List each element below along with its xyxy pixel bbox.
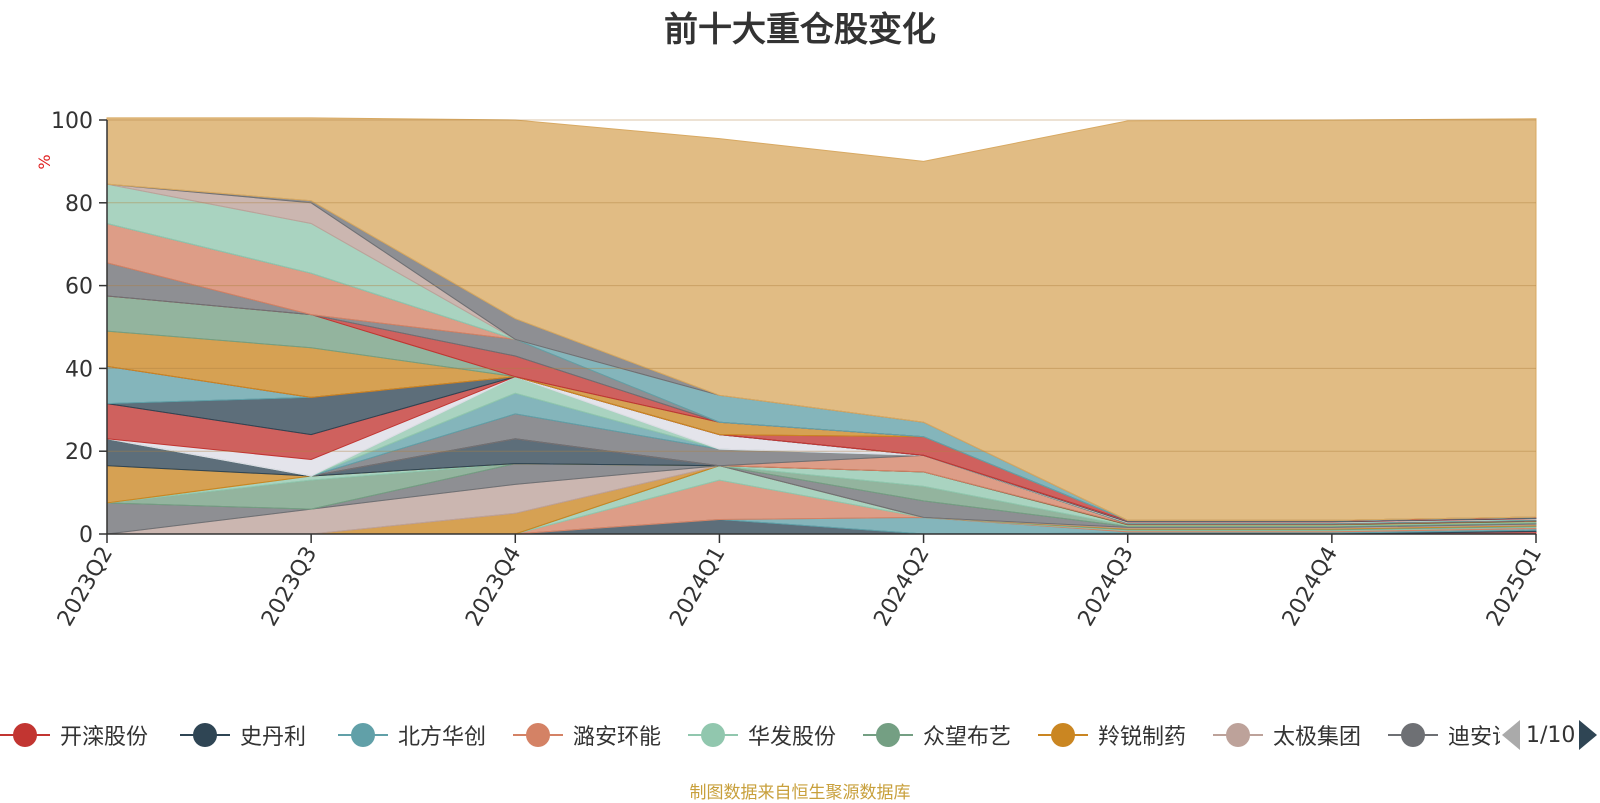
y-axis-label: %: [35, 154, 54, 169]
legend-label: 太极集团: [1273, 725, 1362, 750]
legend-marker-icon: [0, 722, 50, 748]
legend-item-5[interactable]: 众望布艺: [863, 718, 1011, 752]
x-tick-label-5: 2024Q3: [1074, 543, 1139, 631]
legend-page-indicator: 1/10: [1526, 722, 1576, 748]
legend: 开滦股份 史丹利 北方华创 潞安环能 华发股份 众望布艺 羚锐制药 太极集团 迪安诊断: [0, 718, 1600, 752]
source-note: 制图数据来自恒生聚源数据库: [689, 783, 911, 803]
x-tick-label-6: 2024Q4: [1278, 543, 1343, 631]
legend-item-2[interactable]: 北方华创: [338, 718, 486, 752]
legend-pager: 1/10: [1500, 717, 1600, 753]
x-tick-label-1: 2023Q3: [257, 543, 322, 631]
y-tick-label-3: 60: [65, 275, 93, 300]
legend-item-3[interactable]: 潞安环能: [513, 718, 661, 752]
legend-item-7[interactable]: 太极集团: [1213, 718, 1361, 752]
legend-label: 开滦股份: [60, 725, 149, 750]
x-tick-label-3: 2024Q1: [665, 543, 730, 631]
legend-label: 潞安环能: [573, 725, 662, 750]
x-tick-label-7: 2025Q1: [1482, 543, 1547, 631]
area-series-layer: [106, 117, 1537, 535]
y-tick-label-0: 0: [79, 523, 93, 548]
area-series-31: [106, 117, 1537, 521]
x-tick-label-2: 2023Q4: [461, 543, 526, 631]
legend-item-4[interactable]: 华发股份: [688, 718, 836, 752]
chart-title: 前十大重仓股变化: [664, 10, 936, 50]
legend-prev-page-icon[interactable]: [1502, 720, 1520, 750]
x-tick-label-0: 2023Q2: [53, 543, 118, 631]
x-tick-label-4: 2024Q2: [869, 543, 934, 631]
legend-item-0[interactable]: 开滦股份: [0, 718, 148, 752]
legend-marker-icon: [513, 722, 563, 748]
legend-item-1[interactable]: 史丹利: [180, 718, 306, 752]
grid-lines: [107, 119, 1536, 452]
y-tick-label-5: 100: [51, 109, 93, 134]
legend-marker-icon: [688, 722, 738, 748]
legend-marker-icon: [1038, 722, 1088, 748]
legend-marker-icon: [1213, 722, 1263, 748]
legend-label: 华发股份: [748, 725, 837, 750]
y-tick-label-2: 40: [65, 357, 93, 382]
legend-marker-icon: [338, 722, 388, 748]
legend-next-page-icon[interactable]: [1579, 720, 1598, 750]
legend-marker-icon: [863, 722, 913, 748]
y-tick-label-1: 20: [65, 440, 93, 465]
legend-marker-icon: [180, 722, 230, 748]
y-tick-label-4: 80: [65, 192, 93, 217]
legend-item-6[interactable]: 羚锐制药: [1038, 718, 1186, 752]
legend-label: 史丹利: [240, 725, 307, 750]
legend-label: 北方华创: [398, 725, 487, 750]
legend-label: 羚锐制药: [1098, 725, 1187, 750]
legend-marker-icon: [1388, 722, 1438, 748]
legend-label: 众望布艺: [923, 725, 1012, 750]
